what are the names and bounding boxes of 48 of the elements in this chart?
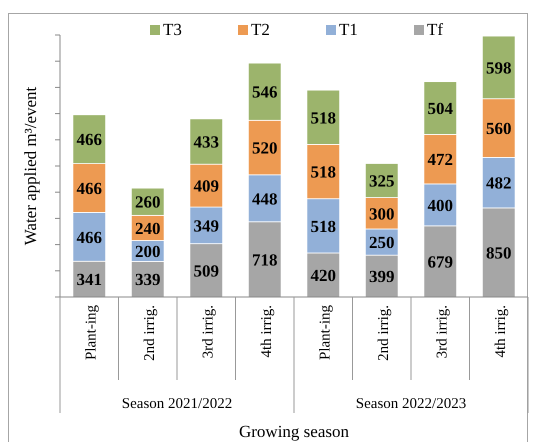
data-label: 448	[252, 189, 278, 208]
x-tick-label: 2nd irrig.	[142, 305, 158, 361]
data-label: 598	[486, 58, 512, 78]
legend-label: T3	[163, 20, 182, 39]
x-tick-label: 4th irrig.	[258, 305, 275, 358]
data-label: 472	[428, 150, 453, 170]
data-label: 325	[369, 172, 394, 191]
x-tick-label: 4th irrig.	[492, 305, 509, 358]
legend-label: T2	[251, 20, 270, 39]
data-label: 399	[369, 267, 394, 286]
data-label: 718	[252, 250, 278, 270]
data-label: 300	[369, 204, 394, 224]
data-label: 400	[428, 196, 453, 215]
data-label: 466	[76, 130, 102, 150]
data-label: 466	[76, 179, 102, 198]
data-label: 200	[135, 242, 160, 261]
data-label: 466	[76, 228, 102, 247]
data-label: 546	[252, 82, 278, 102]
x-tick-label: 3rd irrig.	[434, 305, 450, 358]
data-label: 339	[135, 270, 160, 290]
legend-label: Tf	[427, 20, 444, 39]
x-tick-label: 3rd irrig.	[200, 305, 216, 358]
data-label: 240	[135, 218, 160, 238]
x-tick-label: 2nd irrig.	[376, 305, 392, 361]
data-label: 518	[310, 108, 336, 128]
data-label: 560	[486, 119, 512, 138]
data-label: 409	[194, 176, 219, 196]
data-label: 250	[369, 233, 394, 252]
text: Season 2022/2023	[356, 396, 466, 412]
data-label: 433	[194, 132, 219, 152]
x-tick-label: Plant-ing	[83, 304, 100, 360]
legend-label: T1	[339, 20, 358, 39]
data-label: 260	[135, 192, 160, 212]
data-label: 509	[194, 261, 219, 280]
data-label: 349	[194, 216, 219, 236]
x-tick-label: Plant-ing	[317, 304, 334, 360]
data-label: 518	[310, 216, 336, 236]
data-label: 341	[76, 270, 102, 290]
data-label: 482	[486, 174, 512, 193]
data-label: 420	[310, 266, 336, 285]
data-label: 520	[252, 138, 278, 158]
data-label: 679	[428, 252, 453, 272]
y-axis-title: Water applied m³/event	[21, 86, 40, 246]
x-axis-title: Growing season	[238, 422, 350, 441]
data-label: 850	[486, 243, 512, 262]
data-label: 504	[428, 99, 454, 118]
text: Season 2021/2022	[122, 396, 232, 412]
data-label: 518	[310, 162, 336, 182]
